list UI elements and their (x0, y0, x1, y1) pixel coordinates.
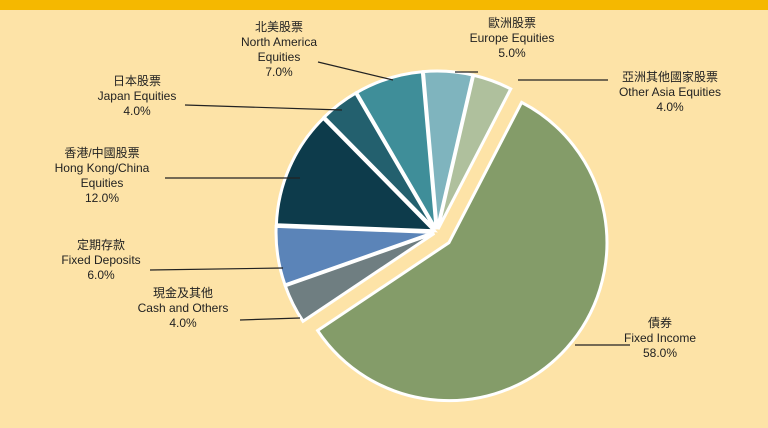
value-label: 4.0% (656, 100, 684, 114)
label-en: Fixed Income (623, 331, 697, 345)
value-label: 58.0% (642, 346, 678, 360)
label-zh: 日本股票 (112, 74, 161, 88)
pie-slice (315, 100, 609, 403)
label-en: Fixed Deposits (61, 253, 141, 267)
top-bar (0, 0, 768, 10)
slice-label: 香港/中國股票 Hong Kong/China Equities 12.0% (37, 146, 167, 206)
value-label: 7.0% (265, 65, 293, 79)
leader-line (317, 61, 394, 81)
label-zh: 亞洲其他國家股票 (621, 70, 718, 84)
label-zh: 定期存款 (76, 238, 125, 252)
slice-label: 現金及其他 Cash and Others 4.0% (123, 286, 243, 331)
label-zh: 歐洲股票 (487, 16, 536, 30)
slice-label: 定期存款 Fixed Deposits 6.0% (41, 238, 161, 283)
label-en: North America Equities (240, 35, 318, 64)
label-en: Hong Kong/China Equities (54, 161, 150, 190)
slice-label: 亞洲其他國家股票 Other Asia Equities 4.0% (595, 70, 745, 115)
slice-label: 北美股票 North America Equities 7.0% (224, 20, 334, 80)
slice-label: 歐洲股票 Europe Equities 5.0% (447, 16, 577, 61)
value-label: 12.0% (84, 191, 120, 205)
label-zh: 現金及其他 (152, 286, 213, 300)
value-label: 4.0% (123, 104, 151, 118)
label-zh: 北美股票 (254, 20, 303, 34)
slice-label: 日本股票 Japan Equities 4.0% (72, 74, 202, 119)
label-zh: 香港/中國股票 (64, 146, 140, 160)
slice-label: 債券 Fixed Income 58.0% (605, 316, 715, 361)
leader-line (149, 267, 284, 271)
label-en: Other Asia Equities (618, 85, 722, 99)
pie-slice (274, 116, 438, 233)
leader-line (239, 317, 301, 321)
value-label: 4.0% (169, 316, 197, 330)
pie-slice (274, 224, 435, 287)
value-label: 5.0% (498, 46, 526, 60)
label-zh: 債券 (647, 316, 672, 330)
label-en: Japan Equities (97, 89, 177, 103)
label-en: Cash and Others (137, 301, 229, 315)
value-label: 6.0% (87, 268, 115, 282)
label-en: Europe Equities (469, 31, 555, 45)
leader-line (184, 104, 343, 111)
pie-slice (436, 73, 513, 230)
